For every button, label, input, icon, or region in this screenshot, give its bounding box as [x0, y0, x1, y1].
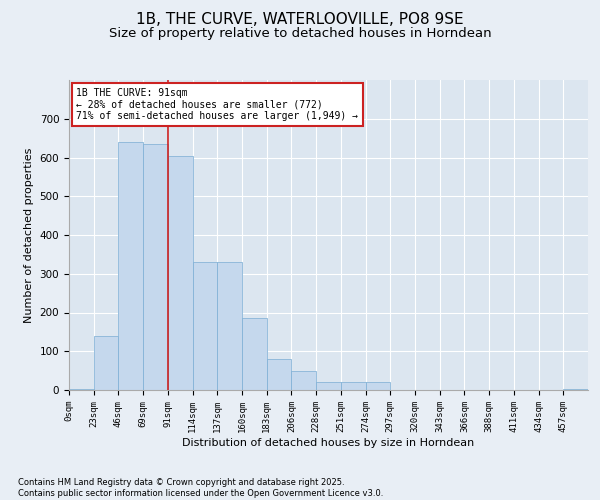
Text: Size of property relative to detached houses in Horndean: Size of property relative to detached ho… — [109, 28, 491, 40]
Bar — [341, 382, 365, 390]
Text: 1B, THE CURVE, WATERLOOVILLE, PO8 9SE: 1B, THE CURVE, WATERLOOVILLE, PO8 9SE — [136, 12, 464, 28]
Bar — [143, 144, 168, 390]
Bar — [118, 142, 143, 390]
Y-axis label: Number of detached properties: Number of detached properties — [24, 148, 34, 322]
Bar — [563, 389, 588, 390]
Bar — [94, 336, 118, 390]
Text: Contains HM Land Registry data © Crown copyright and database right 2025.
Contai: Contains HM Land Registry data © Crown c… — [18, 478, 383, 498]
Bar — [69, 389, 94, 390]
Text: 1B THE CURVE: 91sqm
← 28% of detached houses are smaller (772)
71% of semi-detac: 1B THE CURVE: 91sqm ← 28% of detached ho… — [76, 88, 358, 121]
Bar — [193, 262, 217, 390]
Bar — [365, 382, 390, 390]
X-axis label: Distribution of detached houses by size in Horndean: Distribution of detached houses by size … — [182, 438, 475, 448]
Bar — [316, 382, 341, 390]
Bar — [168, 156, 193, 390]
Bar — [267, 359, 292, 390]
Bar — [292, 370, 316, 390]
Bar — [217, 262, 242, 390]
Bar — [242, 318, 267, 390]
